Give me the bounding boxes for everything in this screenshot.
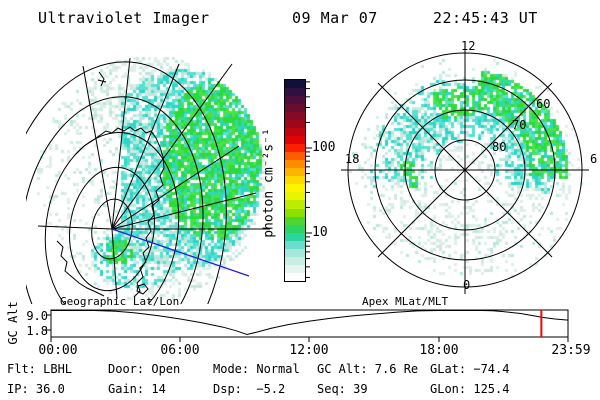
ytick-9: 9.0 [26, 309, 48, 323]
status-gain: Gain: 14 [108, 382, 166, 396]
colorbar-tick-10: 10 [312, 225, 328, 240]
app-title: Ultraviolet Imager [38, 9, 210, 27]
date-label: 09 Mar 07 [292, 9, 378, 27]
mlat-label-80: 80 [492, 140, 507, 154]
gc-alt-chart-frame [46, 309, 569, 342]
meridian-hook [97, 71, 107, 87]
status-glat: GLat: −74.4 [430, 362, 510, 376]
apex-polar-grid [341, 46, 589, 294]
status-flt: Flt: LBHL [7, 362, 73, 376]
coastline-3 [136, 283, 149, 295]
coastline-2 [56, 240, 105, 297]
status-glon: GLon: 125.4 [430, 382, 510, 396]
time-label: 22:45:43 UT [433, 9, 538, 27]
mlt-label-0: 0 [463, 278, 471, 292]
left-panel-caption: Geographic Lat/Lon [60, 295, 180, 308]
gc-alt-curve [51, 310, 569, 336]
colorbar [284, 79, 306, 282]
status-ip: IP: 36.0 [7, 382, 65, 396]
xtick-1800: 18:00 [419, 343, 459, 358]
mlt-label-12: 12 [461, 39, 476, 53]
mlt-label-18: 18 [345, 152, 360, 166]
status-gcalt: GC Alt: 7.6 Re [317, 362, 419, 376]
coastline [75, 126, 165, 298]
mlat-label-60: 60 [536, 97, 551, 111]
status-mode: Mode: Normal [213, 362, 300, 376]
status-door: Door: Open [108, 362, 181, 376]
xtick-0000: 00:00 [38, 343, 78, 358]
xtick-1200: 12:00 [289, 343, 329, 358]
satellite-track-line [111, 228, 250, 277]
mlat-label-70: 70 [512, 118, 527, 132]
colorbar-tick-100: 100 [312, 140, 336, 155]
colorbar-ticks [306, 81, 312, 278]
right-panel-caption: Apex MLat/MLT [362, 295, 449, 308]
gc-alt-axis-label: GC Alt [6, 301, 20, 345]
status-seq: Seq: 39 [317, 382, 368, 396]
xtick-2359: 23:59 [551, 343, 591, 358]
status-dsp: Dsp: −5.2 [213, 382, 286, 396]
mlt-label-6: 6 [590, 152, 598, 166]
geographic-grid [26, 57, 270, 304]
colorbar-units-label: photon cm⁻²s⁻¹ [261, 128, 277, 238]
xtick-0600: 06:00 [160, 343, 200, 358]
ytick-1-8: 1.8 [26, 324, 48, 338]
